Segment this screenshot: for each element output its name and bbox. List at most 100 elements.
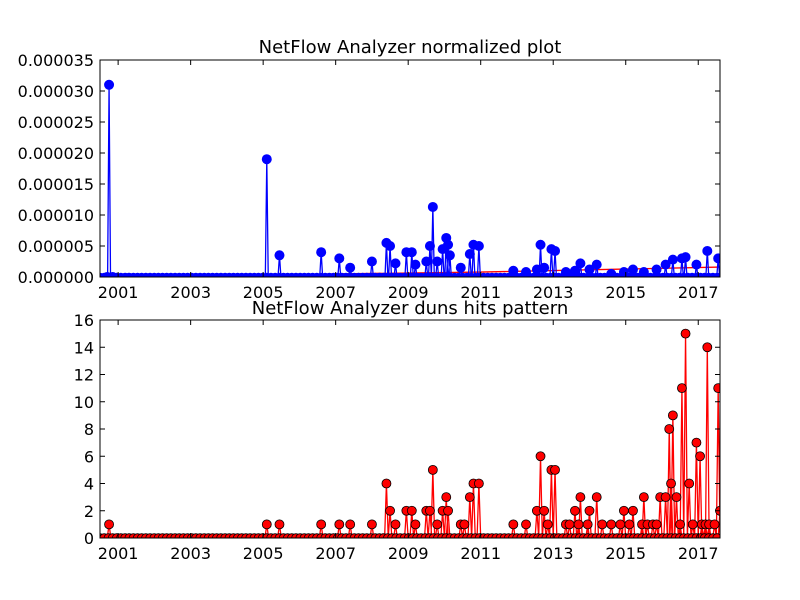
bottom-data-point — [638, 492, 649, 503]
top-chart: NetFlow Analyzer normalized plot 2001 200… — [18, 37, 721, 302]
top-y-tick-label: 0.000035 — [18, 51, 94, 70]
bottom-y-tick-label: 12 — [74, 366, 94, 385]
top-data-point — [508, 265, 519, 276]
bottom-data-point — [425, 505, 435, 516]
top-data-point — [606, 268, 617, 277]
top-data-point — [432, 256, 443, 267]
top-y-tick-label: 0.000015 — [18, 175, 94, 194]
top-data-point — [651, 264, 662, 275]
top-data-point — [584, 264, 595, 275]
bottom-data-point — [687, 519, 698, 530]
top-data-point — [316, 247, 327, 258]
top-data-point — [680, 252, 691, 263]
bottom-data-point — [624, 519, 635, 530]
bottom-data-point — [542, 519, 553, 530]
top-data-point — [560, 267, 571, 277]
bottom-x-tick-label: 2009 — [388, 544, 429, 563]
bottom-chart: NetFlow Analyzer duns hits pattern 2001 2… — [74, 298, 721, 563]
bottom-data-point — [459, 519, 470, 530]
bottom-data-point — [606, 519, 617, 530]
bottom-data-point — [535, 451, 546, 462]
top-data-point — [702, 245, 713, 256]
bottom-x-tick-label: 2001 — [98, 544, 139, 563]
top-x-tick-label: 2017 — [678, 283, 719, 302]
bottom-data-point — [691, 437, 702, 448]
bottom-data-point — [539, 505, 550, 516]
top-data-point — [575, 258, 586, 269]
bottom-data-point — [628, 505, 638, 516]
bottom-data-point — [104, 519, 114, 530]
top-data-point — [406, 247, 417, 258]
top-y-tick-label: 0.000025 — [18, 113, 94, 132]
bottom-data-point — [573, 519, 584, 530]
top-data-point — [345, 262, 356, 273]
bottom-data-point — [695, 451, 705, 462]
bottom-data-point — [584, 505, 595, 516]
bottom-x-tick-label: 2005 — [243, 544, 284, 563]
bottom-data-point — [443, 505, 453, 516]
bottom-data-point — [316, 519, 327, 530]
top-data-point — [539, 262, 550, 273]
bottom-data-point — [334, 519, 345, 530]
top-x-tick-label: 2003 — [170, 283, 211, 302]
bottom-data-point — [680, 328, 691, 339]
top-data-point — [410, 259, 421, 270]
bottom-data-point — [464, 492, 475, 503]
bottom-data-point — [660, 492, 671, 503]
bottom-data-point — [709, 519, 720, 530]
top-data-point — [550, 245, 561, 256]
bottom-data-point — [570, 505, 580, 516]
top-data-point — [627, 264, 638, 275]
bottom-data-point — [441, 492, 452, 503]
top-data-point — [421, 256, 432, 267]
bottom-y-tick-label: 0 — [84, 529, 94, 548]
top-data-point — [424, 241, 435, 251]
bottom-data-point — [713, 383, 720, 394]
top-x-tick-label: 2001 — [98, 283, 139, 302]
bottom-chart-title: NetFlow Analyzer duns hits pattern — [252, 298, 569, 319]
bottom-data-point — [702, 342, 713, 353]
bottom-y-tick-label: 14 — [74, 338, 94, 357]
top-data-point — [427, 201, 438, 212]
top-y-tick-label: 0.000010 — [18, 206, 94, 225]
bottom-data-point — [597, 519, 608, 530]
bottom-data-point — [432, 519, 443, 530]
bottom-data-point — [385, 505, 395, 516]
bottom-y-tick-label: 16 — [74, 311, 94, 330]
top-data-point — [455, 262, 466, 273]
bottom-data-point — [582, 519, 593, 530]
top-x-tick-label: 2009 — [388, 283, 429, 302]
bottom-data-point — [684, 478, 695, 489]
bottom-y-tick-label: 2 — [84, 502, 94, 521]
top-data-point — [521, 267, 532, 277]
bottom-x-tick-label: 2011 — [460, 544, 501, 563]
bottom-data-point — [508, 519, 519, 530]
top-data-point — [444, 250, 455, 261]
bottom-x-tick-label: 2003 — [170, 544, 211, 563]
bottom-y-tick-label: 8 — [84, 420, 94, 439]
bottom-x-tick-label: 2017 — [678, 544, 719, 563]
top-data-point — [667, 254, 678, 265]
top-x-tick-label: 2007 — [315, 283, 356, 302]
top-data-point — [107, 272, 118, 277]
top-x-tick-label: 2011 — [460, 283, 501, 302]
top-data-point — [569, 265, 580, 276]
top-data-point — [385, 241, 396, 251]
top-y-tick-label: 0.000000 — [18, 268, 94, 287]
top-data-point — [691, 259, 702, 270]
bottom-baseline-point — [712, 533, 720, 538]
bottom-data-point — [615, 519, 626, 530]
bottom-data-point — [410, 519, 421, 530]
top-y-tick-label: 0.000020 — [18, 144, 94, 163]
top-x-tick-label: 2013 — [533, 283, 574, 302]
top-data-point — [443, 239, 454, 250]
bottom-data-point — [619, 505, 629, 516]
bottom-data-point — [564, 519, 575, 530]
bottom-data-point — [345, 519, 356, 530]
bottom-data-point — [550, 464, 560, 475]
top-axes-frame — [99, 59, 721, 278]
bottom-data-point — [664, 424, 675, 434]
top-data-point — [638, 267, 649, 277]
bottom-data-point — [575, 492, 586, 503]
